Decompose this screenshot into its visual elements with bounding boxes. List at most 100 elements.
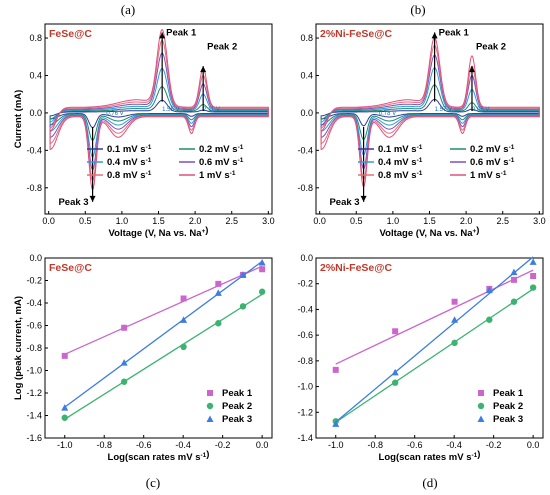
y-tick-label: -0.2	[297, 279, 313, 289]
data-point-peak-2	[180, 343, 187, 351]
legend-entry: 1 mV s-1	[470, 170, 507, 181]
y-tick-label: -1.2	[26, 388, 42, 398]
y-tick-label: 0.8	[29, 33, 42, 43]
y-tick-label: -0.4	[297, 145, 313, 155]
peak3-arrowhead	[360, 195, 367, 202]
x-tick-label: 0.0	[256, 440, 269, 450]
y-tick-label: -1.4	[297, 433, 313, 443]
legend-entry: 0.1 mV s-1	[378, 144, 423, 155]
y-tick-label: -0.8	[297, 356, 313, 366]
data-point-peak-2	[529, 284, 537, 291]
y-tick-label: 0.8	[300, 33, 313, 43]
data-point-peak-2	[215, 320, 222, 327]
data-point-peak-1	[510, 276, 517, 283]
legend-marker	[477, 402, 485, 410]
x-tick-label: 1.0	[116, 216, 129, 226]
x-tick-label: -0.4	[175, 440, 191, 450]
legend-entry: Peak 1	[493, 388, 524, 399]
legend-entry: 0.8 mV s-1	[107, 170, 152, 181]
y-tick-label: -0.8	[26, 343, 42, 353]
peak2-arrowhead	[200, 66, 207, 73]
x-tick-label: 0.5	[350, 216, 363, 226]
legend-entry: 0.6 mV s-1	[199, 157, 244, 168]
data-point-peak-1	[121, 324, 128, 331]
legend-marker	[207, 390, 213, 396]
peak-1-label: Peak 1	[439, 27, 470, 38]
y-tick-label: -0.6	[297, 330, 313, 340]
data-point-peak-3	[451, 316, 459, 323]
plot-frame	[315, 23, 544, 215]
peak2-arrowhead	[468, 66, 475, 73]
data-point-peak-3	[529, 258, 537, 265]
legend-entry: 0.8 mV s-1	[378, 170, 423, 181]
y-tick-label: -1.2	[297, 407, 313, 417]
data-point-peak-3	[391, 368, 399, 376]
y-tick-label: -0.2	[26, 276, 42, 286]
legend-entry: Peak 3	[493, 414, 523, 425]
x-tick-label: 0.5	[79, 216, 92, 226]
peak-3-label: Peak 3	[329, 197, 359, 208]
plots: 0.0 0.5 1.0 1.5 2.0 2.5 3.0 -0.8 -0.4 0.0 0.4 0.8 Vo…	[13, 23, 546, 463]
panel-label-b: (b)	[410, 2, 425, 17]
legend-entry: 0.6 mV s-1	[470, 157, 515, 168]
axes-2: -1.0 -0.8 -0.6 -0.4 -0.2 0.0 -1.6 -1.4 -1.2 -1.0 -…	[13, 253, 273, 463]
data-point-peak-1	[392, 328, 399, 335]
x-tick-label: 3.0	[262, 216, 275, 226]
fit-line-2	[335, 288, 534, 423]
data-point-peak-2	[120, 378, 128, 385]
legend-entry: 0.4 mV s-1	[378, 157, 423, 168]
y-tick-label: -0.6	[26, 321, 42, 331]
peak-1-label: Peak 1	[166, 27, 197, 38]
y-tick-label: -0.4	[297, 304, 313, 314]
y-tick-label: -0.8	[297, 183, 313, 193]
x-tick-label: -1.0	[57, 440, 73, 450]
peak1-arrowhead	[159, 32, 166, 39]
y-tick-label: -1.4	[26, 411, 42, 421]
data-point-peak-3	[510, 268, 518, 276]
legend-entry: 0.1 mV s-1	[107, 144, 152, 155]
legend-marker	[477, 415, 485, 422]
voltage-annotation: 1.55 V	[162, 107, 179, 113]
sample-label: FeSe@C	[49, 262, 92, 274]
y-axis-label: Current (mA)	[13, 90, 24, 149]
cv-curve-6	[49, 28, 269, 192]
voltage-annotation: 2.11 V	[203, 107, 220, 113]
data-point-peak-1	[61, 352, 68, 359]
y-tick-label: 0.4	[29, 70, 42, 80]
y-tick-label: -1.0	[26, 366, 42, 376]
data-point-peak-2	[61, 414, 68, 421]
x-tick-label: -0.8	[96, 440, 112, 450]
x-tick-label: -0.2	[486, 440, 502, 450]
legend-entry: Peak 1	[222, 388, 253, 399]
data-point-peak-2	[258, 288, 266, 295]
data-point-peak-2	[451, 339, 458, 347]
x-tick-label: 2.5	[496, 216, 509, 226]
panel-label-d: (d)	[422, 475, 437, 490]
data-point-peak-3	[61, 404, 69, 411]
data-point-peak-3	[180, 316, 188, 323]
voltage-annotation: 2.08 V	[472, 107, 489, 113]
y-tick-label: -0.8	[26, 183, 42, 193]
voltage-annotation: 1.57 V	[435, 107, 452, 113]
x-tick-label: 2.0	[460, 216, 473, 226]
data-point-peak-1	[530, 273, 537, 279]
data-point-peak-2	[239, 303, 247, 310]
x-axis-label: Voltage (V, Na vs. Na+)	[380, 225, 480, 239]
data-point-peak-1	[332, 366, 339, 373]
fit-line-2	[64, 293, 263, 420]
data-point-peak-3	[485, 286, 493, 294]
legend-entry: 0.2 mV s-1	[199, 144, 244, 155]
cv-curve-6	[320, 36, 540, 189]
cv-curve-1	[320, 98, 540, 127]
legend-entry: 0.2 mV s-1	[470, 144, 515, 155]
data-point-peak-1	[215, 280, 222, 287]
legend-marker	[478, 390, 484, 396]
peak-3-label: Peak 3	[58, 197, 88, 208]
x-tick-label: 0.0	[42, 216, 55, 226]
y-axis-label: Log (peak current, mA)	[13, 296, 24, 400]
panel-label-c: (c)	[146, 475, 160, 490]
data-point-peak-1	[451, 298, 458, 305]
voltage-annotation: 0.78 V	[379, 111, 396, 117]
legend-entry: 1 mV s-1	[199, 170, 236, 181]
